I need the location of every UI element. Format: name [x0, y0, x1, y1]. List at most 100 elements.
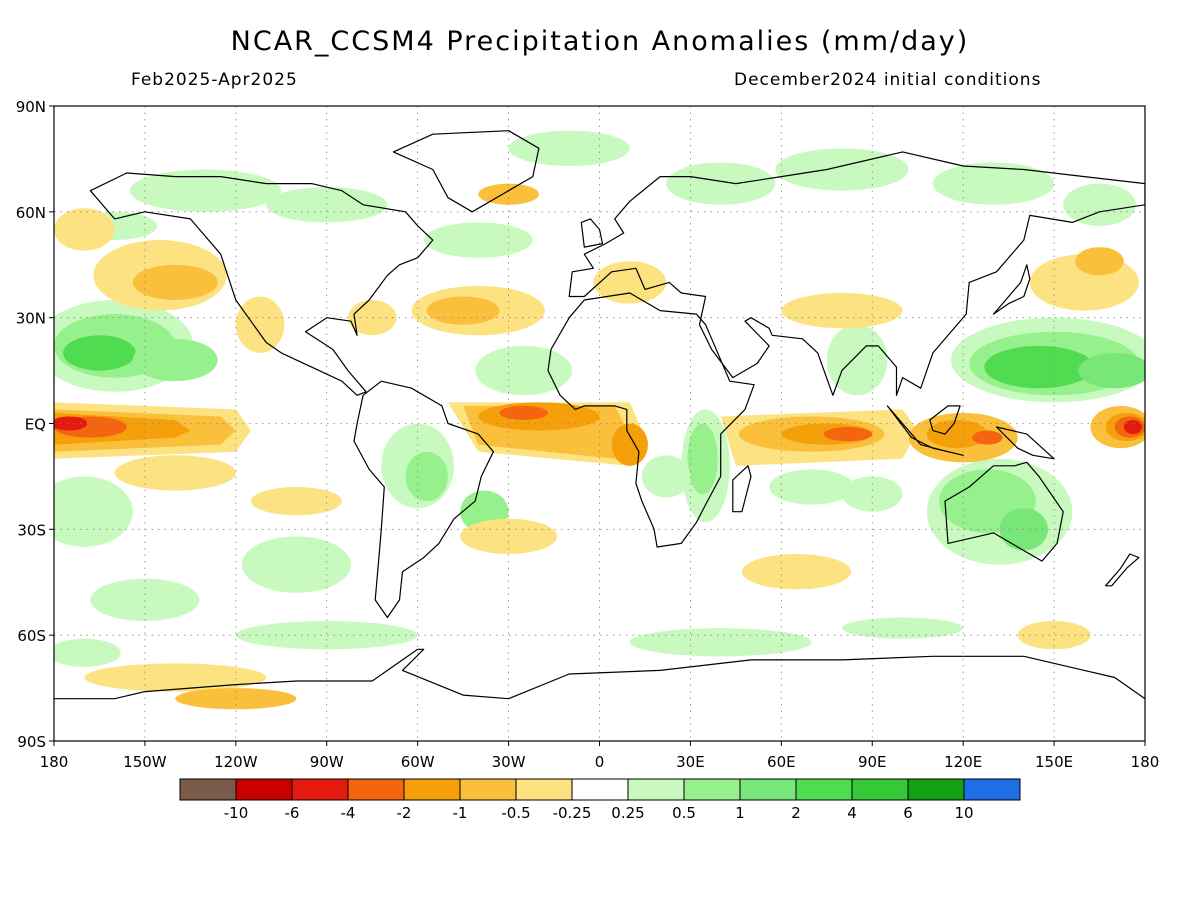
colorbar-label: -6	[285, 804, 300, 822]
greenland-coastline	[392, 130, 540, 213]
anomaly-region	[1075, 247, 1124, 276]
anomaly-region	[775, 148, 909, 191]
colorbar-swatch	[179, 778, 237, 801]
colorbar-swatch	[795, 778, 853, 801]
anomaly-region	[932, 162, 1055, 205]
anomaly-region	[235, 621, 418, 650]
anomaly-region	[90, 578, 200, 622]
lon-tick-label: 150E	[1035, 753, 1073, 771]
anomaly-region	[841, 476, 903, 512]
australia-coastline	[944, 461, 1064, 562]
anomaly-region	[114, 455, 236, 491]
anomaly-region	[235, 296, 285, 353]
madagascar-coastline	[732, 465, 752, 513]
lon-tick-label: 90W	[310, 753, 344, 771]
anomaly-region	[508, 130, 630, 166]
colorbar-label: 6	[903, 804, 913, 822]
anomaly-region	[405, 451, 448, 502]
dry-core-atlantic	[499, 405, 548, 420]
anomaly-region	[54, 416, 88, 431]
anomaly-region	[826, 324, 888, 396]
lat-tick-label: 90N	[16, 98, 46, 116]
anomaly-region	[666, 162, 776, 205]
anomaly-region	[611, 423, 648, 466]
north-pacific-wet-core	[63, 335, 136, 371]
lat-tick-label: 60N	[16, 204, 46, 222]
anomaly-region	[132, 264, 218, 301]
colorbar-swatch	[851, 778, 909, 801]
colorbar-swatch	[627, 778, 685, 801]
colorbar-label: 0.25	[611, 804, 644, 822]
anomaly-region	[1078, 352, 1145, 389]
chart-title: NCAR_CCSM4 Precipitation Anomalies (mm/d…	[230, 26, 970, 57]
anomaly-region	[1017, 621, 1091, 650]
japan-coastline	[992, 264, 1031, 315]
colorbar-swatch	[347, 778, 405, 801]
anomaly-region	[1063, 183, 1136, 226]
colorbar-label: -10	[224, 804, 249, 822]
lon-tick-label: 0	[595, 753, 605, 771]
anomaly-region	[241, 536, 351, 593]
lon-tick-label: 180	[40, 753, 69, 771]
north-america-coastline	[89, 172, 434, 396]
colorbar-label: -4	[341, 804, 356, 822]
africa-coastline	[547, 292, 755, 548]
colorbar-swatch	[571, 778, 629, 801]
colorbar-label: 2	[791, 804, 801, 822]
lon-tick-label: 30W	[492, 753, 526, 771]
colorbar-swatch	[907, 778, 965, 801]
colorbar-swatch	[515, 778, 573, 801]
anomaly-region	[54, 476, 133, 547]
uk-coastline	[580, 218, 604, 248]
lon-tick-label: 60W	[401, 753, 435, 771]
anomaly-region	[129, 169, 282, 212]
anomaly-region	[426, 296, 500, 325]
initial-conditions: December2024 initial conditions	[734, 70, 1042, 90]
lon-tick-label: 150W	[123, 753, 167, 771]
eurasia-coastline	[568, 151, 1145, 396]
lon-tick-label: 60E	[767, 753, 796, 771]
anomaly-region	[823, 427, 873, 442]
anomaly-region	[423, 222, 533, 258]
dry-core-west-pacific	[1123, 419, 1142, 435]
lon-tick-label: 180	[1131, 753, 1160, 771]
anomaly-region	[741, 554, 852, 590]
lat-tick-label: 30N	[16, 310, 46, 328]
new-zealand-coastline	[1104, 553, 1140, 587]
anomaly-region	[54, 638, 121, 667]
lon-tick-label: 90E	[858, 753, 887, 771]
west-pacific-wet-core	[984, 345, 1094, 389]
south-america-coastline	[353, 380, 494, 619]
indonesia-coastline	[886, 405, 964, 456]
colorbar-label: -1	[453, 804, 468, 822]
anomaly-region	[54, 208, 115, 251]
colorbar-swatch	[963, 778, 1021, 801]
forecast-period: Feb2025-Apr2025	[131, 70, 298, 90]
colorbar-label: 4	[847, 804, 857, 822]
lat-tick-label: 30S	[17, 521, 46, 539]
colorbar-swatch	[459, 778, 517, 801]
lat-tick-label: 90S	[17, 733, 46, 751]
anomaly-region	[687, 423, 718, 495]
new-guinea-coastline	[995, 426, 1055, 460]
colorbar-swatch	[291, 778, 349, 801]
anomaly-region	[629, 628, 812, 657]
anomaly-region	[250, 487, 342, 516]
anomaly-region	[641, 455, 691, 498]
colorbar-swatch	[739, 778, 797, 801]
anomaly-region	[781, 292, 903, 329]
lon-tick-label: 120W	[214, 753, 258, 771]
colorbar-label: -2	[397, 804, 412, 822]
colorbar-swatch	[683, 778, 741, 801]
colorbar-swatch	[235, 778, 293, 801]
anomaly-region	[478, 183, 539, 205]
anomaly-region	[972, 430, 1003, 445]
colorbar-swatch	[403, 778, 461, 801]
lon-tick-label: 120E	[944, 753, 982, 771]
anomaly-region	[132, 338, 218, 382]
lat-tick-label: 60S	[17, 627, 46, 645]
lon-tick-label: 30E	[676, 753, 705, 771]
anomaly-region	[84, 663, 267, 692]
borneo-coastline	[929, 405, 961, 435]
